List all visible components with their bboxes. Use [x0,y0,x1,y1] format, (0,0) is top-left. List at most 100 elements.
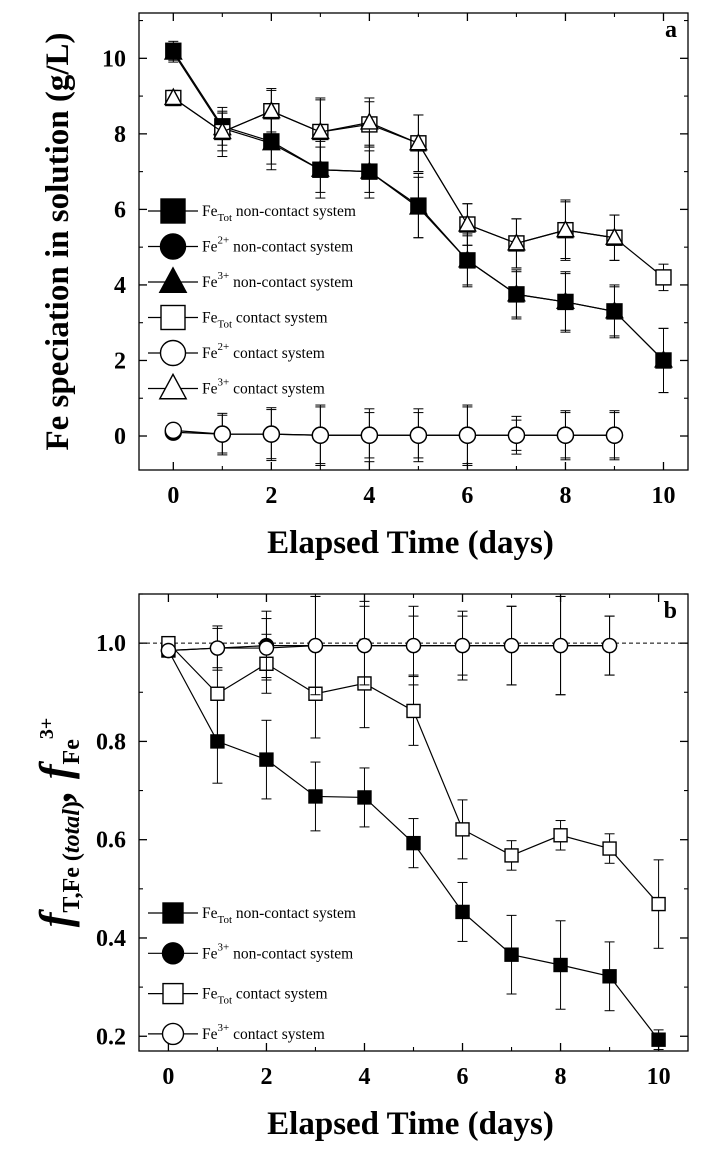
legend-label: Fe3+ non-contact system [202,270,353,291]
x-tick-label: 8 [555,1064,567,1090]
data-point [409,426,428,444]
series-2 [161,633,666,949]
data-point [359,112,379,130]
y-axis-sub-2: total [59,809,85,853]
y-tick-label: 0.2 [96,1024,126,1050]
x-axis-title: Elapsed Time (days) [267,525,554,561]
legend-label-rest: contact system [229,381,325,398]
data-point [605,227,624,245]
series-3 [160,595,618,696]
data-point [507,426,526,444]
legend-label-base: Fe [202,381,218,398]
x-tick-label: 10 [647,1064,671,1090]
data-point [209,640,226,656]
x-tick-label: 0 [162,1064,174,1090]
data-point [213,425,232,443]
data-point [261,132,281,151]
series-line [172,97,615,245]
legend-label-rest: contact system [232,310,328,327]
data-point [360,426,379,444]
y-tick-label: 4 [114,273,126,299]
y-axis-f2: , f [31,760,80,802]
x-tick-label: 2 [265,483,277,509]
legend-label-sup: 2+ [218,341,230,353]
legend-label-rest: non-contact system [232,203,356,220]
legend-marker [159,233,187,260]
legend-label-base: Fe [202,986,218,1003]
data-point [507,284,526,302]
data-point [457,250,477,268]
data-point [602,841,617,856]
legend-label-base: Fe [202,905,218,922]
legend-label-sub: Tot [218,914,233,926]
data-point [455,904,470,920]
x-tick-label: 2 [260,1064,272,1090]
legend-label-sub: Tot [218,319,233,331]
legend-label-base: Fe [202,274,218,291]
legend-label: FeTot non-contact system [202,905,356,926]
y-tick-label: 0.4 [96,926,126,952]
panel-label: b [664,598,677,624]
legend-marker [158,266,188,293]
legend-marker [162,902,184,924]
legend-marker [158,372,188,400]
y-tick-label: 2 [114,348,126,374]
legend-label-sup: 3+ [218,270,230,282]
y-axis-sub-1: T,Fe ( [59,853,85,913]
legend-marker [161,942,185,965]
legend-label-base: Fe [202,345,218,362]
data-point [454,637,471,654]
data-point [556,426,575,444]
data-point [308,789,323,804]
data-point [504,947,519,962]
y-axis-sub-3: ) [59,801,85,809]
data-point [507,233,526,251]
y-tick-label: 1.0 [96,631,126,657]
legend-label-sup: 2+ [218,235,230,247]
series-5 [163,87,624,269]
legend-label: FeTot non-contact system [202,203,356,224]
data-point [210,686,225,701]
legend-label: Fe3+ contact system [202,1022,325,1043]
x-tick-label: 0 [167,483,179,509]
legend-marker [160,198,186,224]
legend-marker [162,982,184,1005]
legend-label-rest: non-contact system [229,945,353,962]
legend-label-base: Fe [202,310,218,327]
legend-label-rest: contact system [232,986,328,1003]
data-point [359,161,379,179]
plot-frame [138,12,689,471]
data-point [651,1032,666,1047]
data-point [261,100,281,119]
data-point [311,426,330,444]
legend-label: FeTot contact system [202,310,328,331]
y-axis-sup: 3+ [36,718,58,739]
data-point [356,637,373,654]
data-point [262,425,281,443]
legend-marker [160,304,186,331]
legend-label-sup: 3+ [218,1022,230,1034]
data-point [406,703,421,719]
data-point [605,426,624,444]
y-tick-label: 0.6 [96,828,126,854]
x-tick-label: 4 [363,483,375,509]
legend-label: Fe2+ non-contact system [202,235,353,256]
data-point [408,132,428,151]
legend-label: FeTot contact system [202,986,328,1007]
y-tick-label: 10 [102,46,126,72]
legend-label-rest: contact system [229,345,325,362]
data-point [310,159,330,177]
data-point [406,835,421,851]
data-point [160,642,177,659]
legend-label: Fe2+ contact system [202,341,325,362]
data-point [556,219,575,238]
legend-label: Fe3+ non-contact system [202,941,353,962]
chart-panel-a: 0 2 4 6 8 10 0 2 4 6 8 10 Elapsed Time (days) Fe spec… [40,12,689,561]
legend-label-sup: 3+ [218,377,230,389]
y-axis-f: f [31,908,80,927]
data-point [258,640,275,656]
legend-label-base: Fe [202,203,218,220]
